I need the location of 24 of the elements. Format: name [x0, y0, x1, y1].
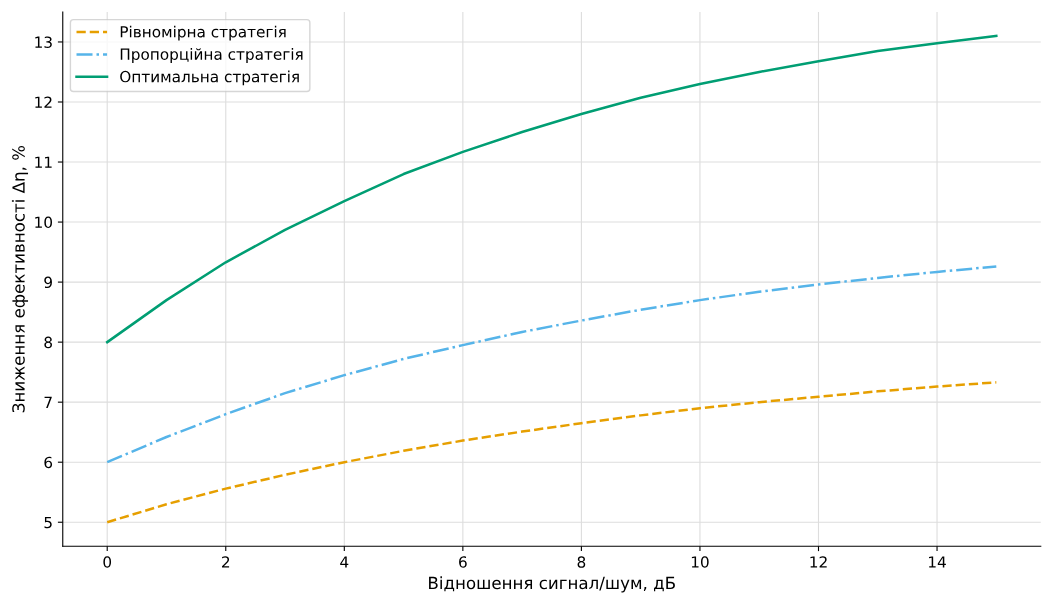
x-tick-label: 14	[929, 556, 946, 568]
y-tick-label: 11	[35, 156, 52, 168]
legend-label: Рівномірна стратегія	[120, 25, 286, 41]
y-tick-label: 6	[44, 456, 53, 469]
y-tick-label: 5	[44, 516, 52, 529]
legend-label: Пропорційна стратегія	[120, 48, 303, 63]
legend-label: Оптимальна стратегія	[120, 70, 299, 86]
x-tick-label: 2	[222, 556, 230, 568]
y-tick-label: 13	[35, 36, 52, 48]
y-tick-label: 7	[44, 396, 52, 408]
x-axis-title: Відношення сигнал/шум, дБ	[429, 576, 675, 593]
y-tick-label: 12	[35, 96, 52, 108]
line-series	[105, 381, 998, 524]
line-series	[105, 265, 998, 464]
x-tick-label: 4	[340, 556, 349, 568]
x-tick-label: 10	[691, 556, 709, 568]
x-tick-label: 8	[577, 556, 586, 568]
y-tick-label: 9	[44, 276, 52, 289]
x-tick-label: 6	[459, 556, 467, 568]
y-tick-label: 10	[35, 216, 53, 229]
y-tick-label: 8	[44, 336, 52, 349]
x-tick-label: 12	[810, 556, 827, 568]
x-tick-label: 0	[103, 556, 112, 568]
y-axis-title: Зниження ефективності Δη, %	[11, 145, 29, 413]
